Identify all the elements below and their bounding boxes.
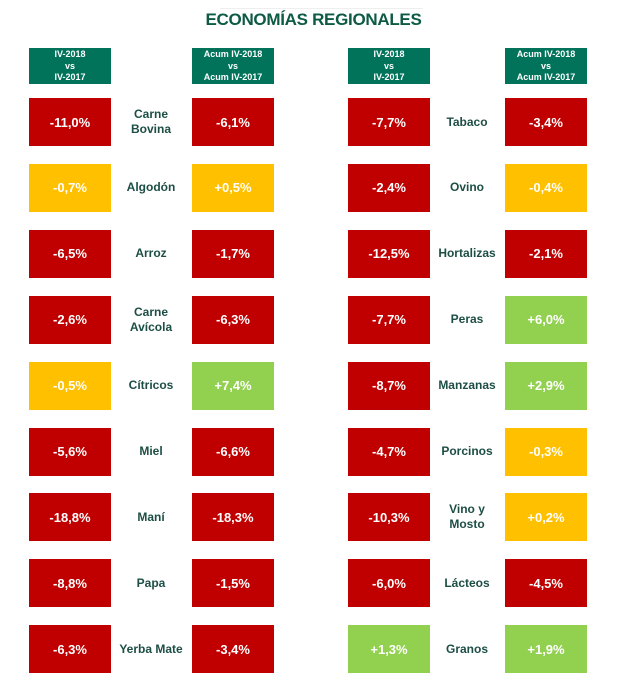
product-label: Yerba Mate (119, 641, 183, 656)
header-quarter-right: IV-2018 vs IV-2017 (348, 48, 430, 84)
product-label: Manzanas (438, 378, 496, 393)
header-line: IV-2018 (54, 49, 86, 59)
product-label: Tabaco (446, 114, 488, 129)
header-line: IV-2017 (373, 72, 405, 82)
cumulative-change-value: -6,3% (192, 295, 274, 344)
cumulative-change-value: -0,3% (505, 427, 587, 476)
cumulative-change-value: -18,3% (192, 493, 274, 542)
product-label: Cítricos (128, 378, 174, 393)
quarter-change-value: -2,6% (29, 295, 111, 344)
product-label: Arroz (135, 246, 167, 261)
cumulative-change-value: -6,1% (192, 98, 274, 146)
divider (220, 8, 423, 9)
product-label: Lácteos (444, 575, 490, 590)
quarter-change-value: -18,8% (29, 493, 111, 542)
header-quarter-left: IV-2018 vs IV-2017 (29, 48, 111, 84)
cumulative-change-value: +6,0% (505, 295, 587, 344)
product-label: Carne Avícola (129, 304, 173, 334)
quarter-change-value: -6,5% (29, 229, 111, 278)
cumulative-change-value: -3,4% (505, 98, 587, 146)
header-line: Acum IV-2018 (203, 49, 263, 59)
quarter-change-value: -0,7% (29, 163, 111, 212)
header-line: vs (64, 60, 75, 71)
cumulative-change-value: -2,1% (505, 229, 587, 278)
quarter-change-value: -8,7% (348, 361, 430, 410)
header-line: Acum IV-2017 (516, 72, 576, 82)
product-label: Miel (139, 444, 163, 458)
cumulative-change-value: -0,4% (505, 163, 587, 212)
product-label: Granos (445, 641, 488, 656)
header-line: Acum IV-2017 (203, 72, 263, 82)
quarter-change-value: -12,5% (348, 229, 430, 278)
header-line: Acum IV-2018 (516, 49, 576, 59)
quarter-change-value: -8,8% (29, 559, 111, 608)
quarter-change-value: -7,7% (348, 295, 430, 344)
product-label: Algodón (126, 180, 176, 195)
cumulative-change-value: -1,7% (192, 229, 274, 278)
quarter-change-value: -6,0% (348, 559, 430, 608)
cumulative-change-value: -4,5% (505, 559, 587, 608)
cumulative-change-value: +0,2% (505, 493, 587, 542)
header-line: vs (383, 60, 394, 71)
header-line: vs (540, 60, 551, 71)
quarter-change-value: -10,3% (348, 493, 430, 542)
cumulative-change-value: +1,9% (505, 625, 587, 674)
product-label: Carne Bovina (130, 107, 171, 136)
product-label: Vino y Mosto (449, 502, 485, 532)
quarter-change-value: -4,7% (348, 427, 430, 476)
header-line: IV-2018 (373, 49, 405, 59)
product-label: Ovino (449, 180, 484, 195)
page-title: ECONOMÍAS REGIONALES (205, 10, 422, 29)
cumulative-change-value: +0,5% (192, 163, 274, 212)
cumulative-change-value: -6,6% (192, 427, 274, 476)
quarter-change-value: -7,7% (348, 98, 430, 146)
product-label: Papa (136, 575, 166, 590)
product-label: Porcinos (441, 444, 493, 458)
quarter-change-value: -6,3% (29, 625, 111, 674)
header-cumulative-right: Acum IV-2018 vs Acum IV-2017 (505, 48, 587, 84)
quarter-change-value: -11,0% (29, 98, 111, 146)
quarter-change-value: -2,4% (348, 163, 430, 212)
product-label: Maní (137, 509, 165, 524)
cumulative-change-value: +2,9% (505, 361, 587, 410)
cumulative-change-value: -3,4% (192, 625, 274, 674)
cumulative-change-value: -1,5% (192, 559, 274, 608)
header-line: IV-2017 (54, 72, 86, 82)
header-cumulative-left: Acum IV-2018 vs Acum IV-2017 (192, 48, 274, 84)
header-line: vs (227, 60, 238, 71)
product-label: Hortalizas (438, 246, 496, 261)
cumulative-change-value: +7,4% (192, 361, 274, 410)
quarter-change-value: -0,5% (29, 361, 111, 410)
quarter-change-value: -5,6% (29, 427, 111, 476)
quarter-change-value: +1,3% (348, 625, 430, 674)
product-label: Peras (450, 312, 484, 327)
